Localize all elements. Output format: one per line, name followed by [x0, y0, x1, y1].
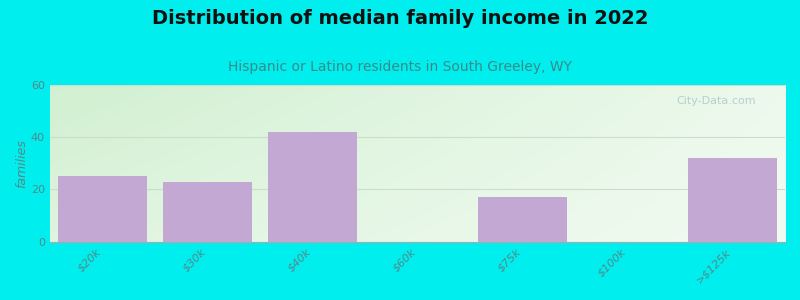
Bar — [688, 158, 777, 242]
Bar — [162, 182, 252, 242]
Text: City-Data.com: City-Data.com — [676, 96, 755, 106]
Y-axis label: families: families — [15, 139, 28, 188]
Text: Distribution of median family income in 2022: Distribution of median family income in … — [152, 9, 648, 28]
Bar — [58, 176, 147, 242]
Bar — [268, 132, 357, 242]
Text: Hispanic or Latino residents in South Greeley, WY: Hispanic or Latino residents in South Gr… — [228, 60, 572, 74]
Bar — [478, 197, 567, 242]
